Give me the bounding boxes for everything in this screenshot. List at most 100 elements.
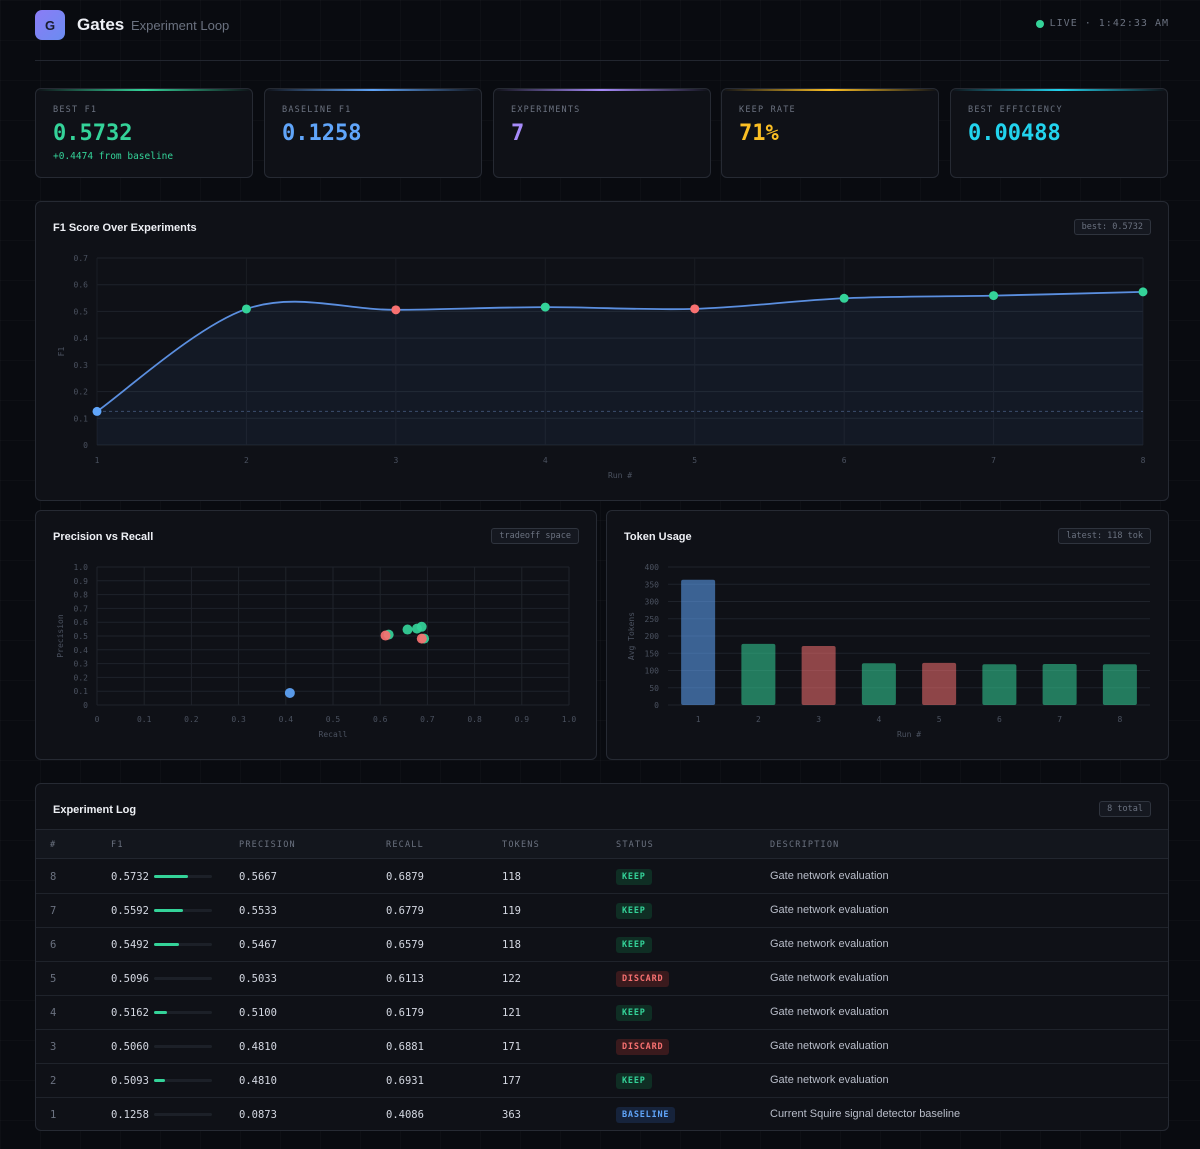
token-tag: latest: 118 tok	[1058, 528, 1151, 544]
f1-point-run-8[interactable]	[1138, 287, 1148, 297]
stat-accent-line	[36, 89, 252, 91]
f1-x-label: Run #	[608, 471, 632, 480]
f1-point-run-2[interactable]	[241, 304, 251, 314]
row-f1: 0.5492	[111, 939, 149, 951]
stat-value: 71%	[739, 121, 779, 146]
stat-card-best-f1: BEST F1 0.5732 +0.4474 from baseline	[35, 88, 253, 178]
pr-point-2[interactable]	[416, 633, 427, 644]
table-row[interactable]: 2 0.5093 0.4810 0.6931 177 KEEP Gate network e…	[36, 1064, 1168, 1098]
table-row[interactable]: 1 0.1258 0.0873 0.4086 363 BASELINE Current Sq…	[36, 1098, 1168, 1130]
table-row[interactable]: 6 0.5492 0.5467 0.6579 118 KEEP Gate network e…	[36, 928, 1168, 962]
f1-y-tick: 0	[83, 441, 88, 450]
f1-progress-track	[154, 943, 212, 946]
row-recall: 0.4086	[386, 1109, 424, 1121]
live-label: LIVE · 1:42:33 AM	[1049, 18, 1169, 29]
token-bar-run-3[interactable]	[801, 646, 836, 705]
f1-chart-panel: F1 Score Over Experiments best: 0.5732 0…	[35, 201, 1169, 501]
f1-point-run-3[interactable]	[391, 305, 401, 315]
stat-label: EXPERIMENTS	[511, 105, 581, 115]
status-badge: DISCARD	[616, 1039, 670, 1055]
token-bar-run-8[interactable]	[1102, 664, 1137, 705]
f1-y-tick: 0.4	[74, 334, 89, 343]
f1-x-tick: 3	[393, 456, 398, 465]
row-f1: 0.5093	[111, 1075, 149, 1087]
f1-area	[97, 291, 1143, 445]
pr-point-7[interactable]	[416, 621, 427, 632]
stat-card-experiments: EXPERIMENTS 7	[493, 88, 711, 178]
pr-point-5[interactable]	[402, 624, 413, 635]
pr-scatter-chart[interactable]: 0 0.1 0.2 0.3 0.4 0.5 0.6 0.7 0.8 0.9 1.0 0 0.1 0.2 0.…	[36, 511, 597, 760]
table-row[interactable]: 5 0.5096 0.5033 0.6113 122 DISCARD Gate networ…	[36, 962, 1168, 996]
f1-progress-fill	[154, 909, 183, 912]
row-description: Gate network evaluation	[770, 1040, 889, 1052]
token-x-tick: 3	[816, 715, 821, 724]
token-bar-run-2[interactable]	[741, 643, 776, 705]
pr-x-tick: 1.0	[562, 715, 577, 724]
token-bar-run-6[interactable]	[982, 664, 1017, 705]
stat-card-best-efficiency: BEST EFFICIENCY 0.00488	[950, 88, 1168, 178]
token-x-tick: 6	[997, 715, 1002, 724]
f1-point-run-7[interactable]	[989, 291, 999, 301]
stat-accent-line	[265, 89, 481, 91]
f1-x-tick: 7	[991, 456, 996, 465]
row-f1: 0.5060	[111, 1041, 149, 1053]
app-header: G Gates Experiment Loop LIVE · 1:42:33 A…	[35, 10, 1169, 61]
col-f1[interactable]: F1	[111, 840, 124, 850]
table-row[interactable]: 7 0.5592 0.5533 0.6779 119 KEEP Gate network e…	[36, 894, 1168, 928]
token-bar-run-5[interactable]	[922, 662, 957, 705]
row-f1: 0.5732	[111, 871, 149, 883]
col-recall[interactable]: RECALL	[386, 840, 424, 850]
stat-value: 0.00488	[968, 121, 1061, 146]
f1-progress-track	[154, 1079, 212, 1082]
col-description[interactable]: DESCRIPTION	[770, 840, 840, 850]
status-badge: KEEP	[616, 1073, 652, 1089]
table-row[interactable]: 8 0.5732 0.5667 0.6879 118 KEEP Gate network e…	[36, 860, 1168, 894]
log-table-header: # F1 PRECISION RECALL TOKENS STATUS DESC…	[36, 829, 1168, 859]
f1-point-run-6[interactable]	[839, 293, 849, 303]
col-precision[interactable]: PRECISION	[239, 840, 296, 850]
stat-accent-line	[494, 89, 710, 91]
token-bar-run-1[interactable]	[681, 579, 716, 705]
f1-point-run-1[interactable]	[92, 406, 102, 416]
pr-y-tick: 1.0	[74, 563, 89, 572]
row-tokens: 119	[502, 905, 521, 917]
f1-point-run-5[interactable]	[690, 304, 700, 314]
col-tokens[interactable]: TOKENS	[502, 840, 540, 850]
row-number: 8	[50, 871, 57, 883]
row-description: Gate network evaluation	[770, 938, 889, 950]
token-bar-chart[interactable]: 0 50 100 150 200 250 300 350 400 1 2 3 4 5 6 7 8 Run # Avg…	[607, 511, 1169, 760]
row-number: 6	[50, 939, 57, 951]
table-row[interactable]: 3 0.5060 0.4810 0.6881 171 DISCARD Gate networ…	[36, 1030, 1168, 1064]
pr-point-0[interactable]	[284, 687, 295, 698]
row-recall: 0.6881	[386, 1041, 424, 1053]
row-f1: 0.1258	[111, 1109, 149, 1121]
f1-point-run-4[interactable]	[540, 302, 550, 312]
row-tokens: 363	[502, 1109, 521, 1121]
row-precision: 0.4810	[239, 1041, 277, 1053]
stat-label: BASELINE F1	[282, 105, 352, 115]
row-f1: 0.5162	[111, 1007, 149, 1019]
token-x-tick: 5	[937, 715, 942, 724]
f1-progress-track	[154, 1011, 212, 1014]
col-status[interactable]: STATUS	[616, 840, 654, 850]
stat-label: BEST F1	[53, 105, 98, 115]
table-row[interactable]: 4 0.5162 0.5100 0.6179 121 KEEP Gate network e…	[36, 996, 1168, 1030]
pr-y-tick: 0.9	[74, 577, 89, 586]
token-y-tick: 0	[654, 701, 659, 710]
token-y-tick: 250	[645, 615, 660, 624]
token-bar-run-7[interactable]	[1042, 663, 1077, 705]
token-x-label: Run #	[897, 730, 921, 739]
pr-y-label: Precision	[56, 614, 65, 658]
f1-x-tick: 2	[244, 456, 249, 465]
pr-point-4[interactable]	[380, 630, 391, 641]
token-bar-run-4[interactable]	[861, 663, 896, 705]
f1-progress-track	[154, 977, 212, 980]
row-tokens: 122	[502, 973, 521, 985]
f1-y-tick: 0.7	[74, 254, 89, 263]
stat-value: 0.5732	[53, 121, 133, 146]
row-precision: 0.5467	[239, 939, 277, 951]
token-y-tick: 50	[649, 684, 659, 693]
row-tokens: 171	[502, 1041, 521, 1053]
f1-line-chart[interactable]: 0 0.1 0.2 0.3 0.4 0.5 0.6 0.7 1 2 3 4 5 6 7 8 Run # F1	[36, 202, 1169, 501]
col-number[interactable]: #	[50, 840, 57, 850]
